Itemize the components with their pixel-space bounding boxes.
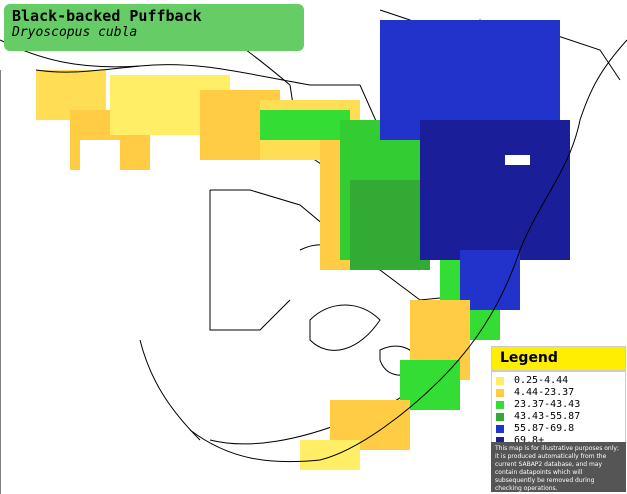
legend-swatch [496,388,504,397]
legend-label: 43.43-55.87 [514,411,581,422]
legend-title: Legend [500,350,558,366]
coastline [0,39,627,494]
scientific-name: Dryoscopus cubla [12,25,138,40]
legend-item: 23.37-43.43 [496,399,580,411]
legend-swatch [496,376,504,385]
legend-header: Legend [491,346,626,371]
legend-item: 55.87-69.8 [496,423,574,435]
legend-item: 69.8+ [496,435,544,447]
range-cell [420,120,570,260]
range-cell [350,180,430,270]
range-gap [80,140,120,170]
legend-label: 55.87-69.8 [514,423,575,434]
common-name: Black-backed Puffback [12,7,202,25]
legend-swatch [496,400,504,409]
legend-label: 23.37-43.43 [514,399,581,410]
legend-swatch [496,412,504,421]
legend-disclaimer: This map is for illustrative purposes on… [491,442,626,492]
legend-item: 0.25-4.44 [496,375,568,387]
range-cell [300,440,360,470]
range-cells [36,20,570,470]
legend-swatch [496,436,504,445]
legend-item: 43.43-55.87 [496,411,580,423]
legend-label: 0.25-4.44 [514,375,569,386]
range-cell [260,110,350,140]
legend-label: 4.44-23.37 [514,387,575,398]
legend: Legend 0.25-4.44 4.44-23.37 23.37-43.43 … [491,346,626,492]
legend-item: 4.44-23.37 [496,387,574,399]
species-title-box: Black-backed Puffback Dryoscopus cubla [4,4,304,51]
legend-label: 69.8+ [514,435,545,446]
legend-swatch [496,424,504,433]
range-gap [505,155,530,165]
